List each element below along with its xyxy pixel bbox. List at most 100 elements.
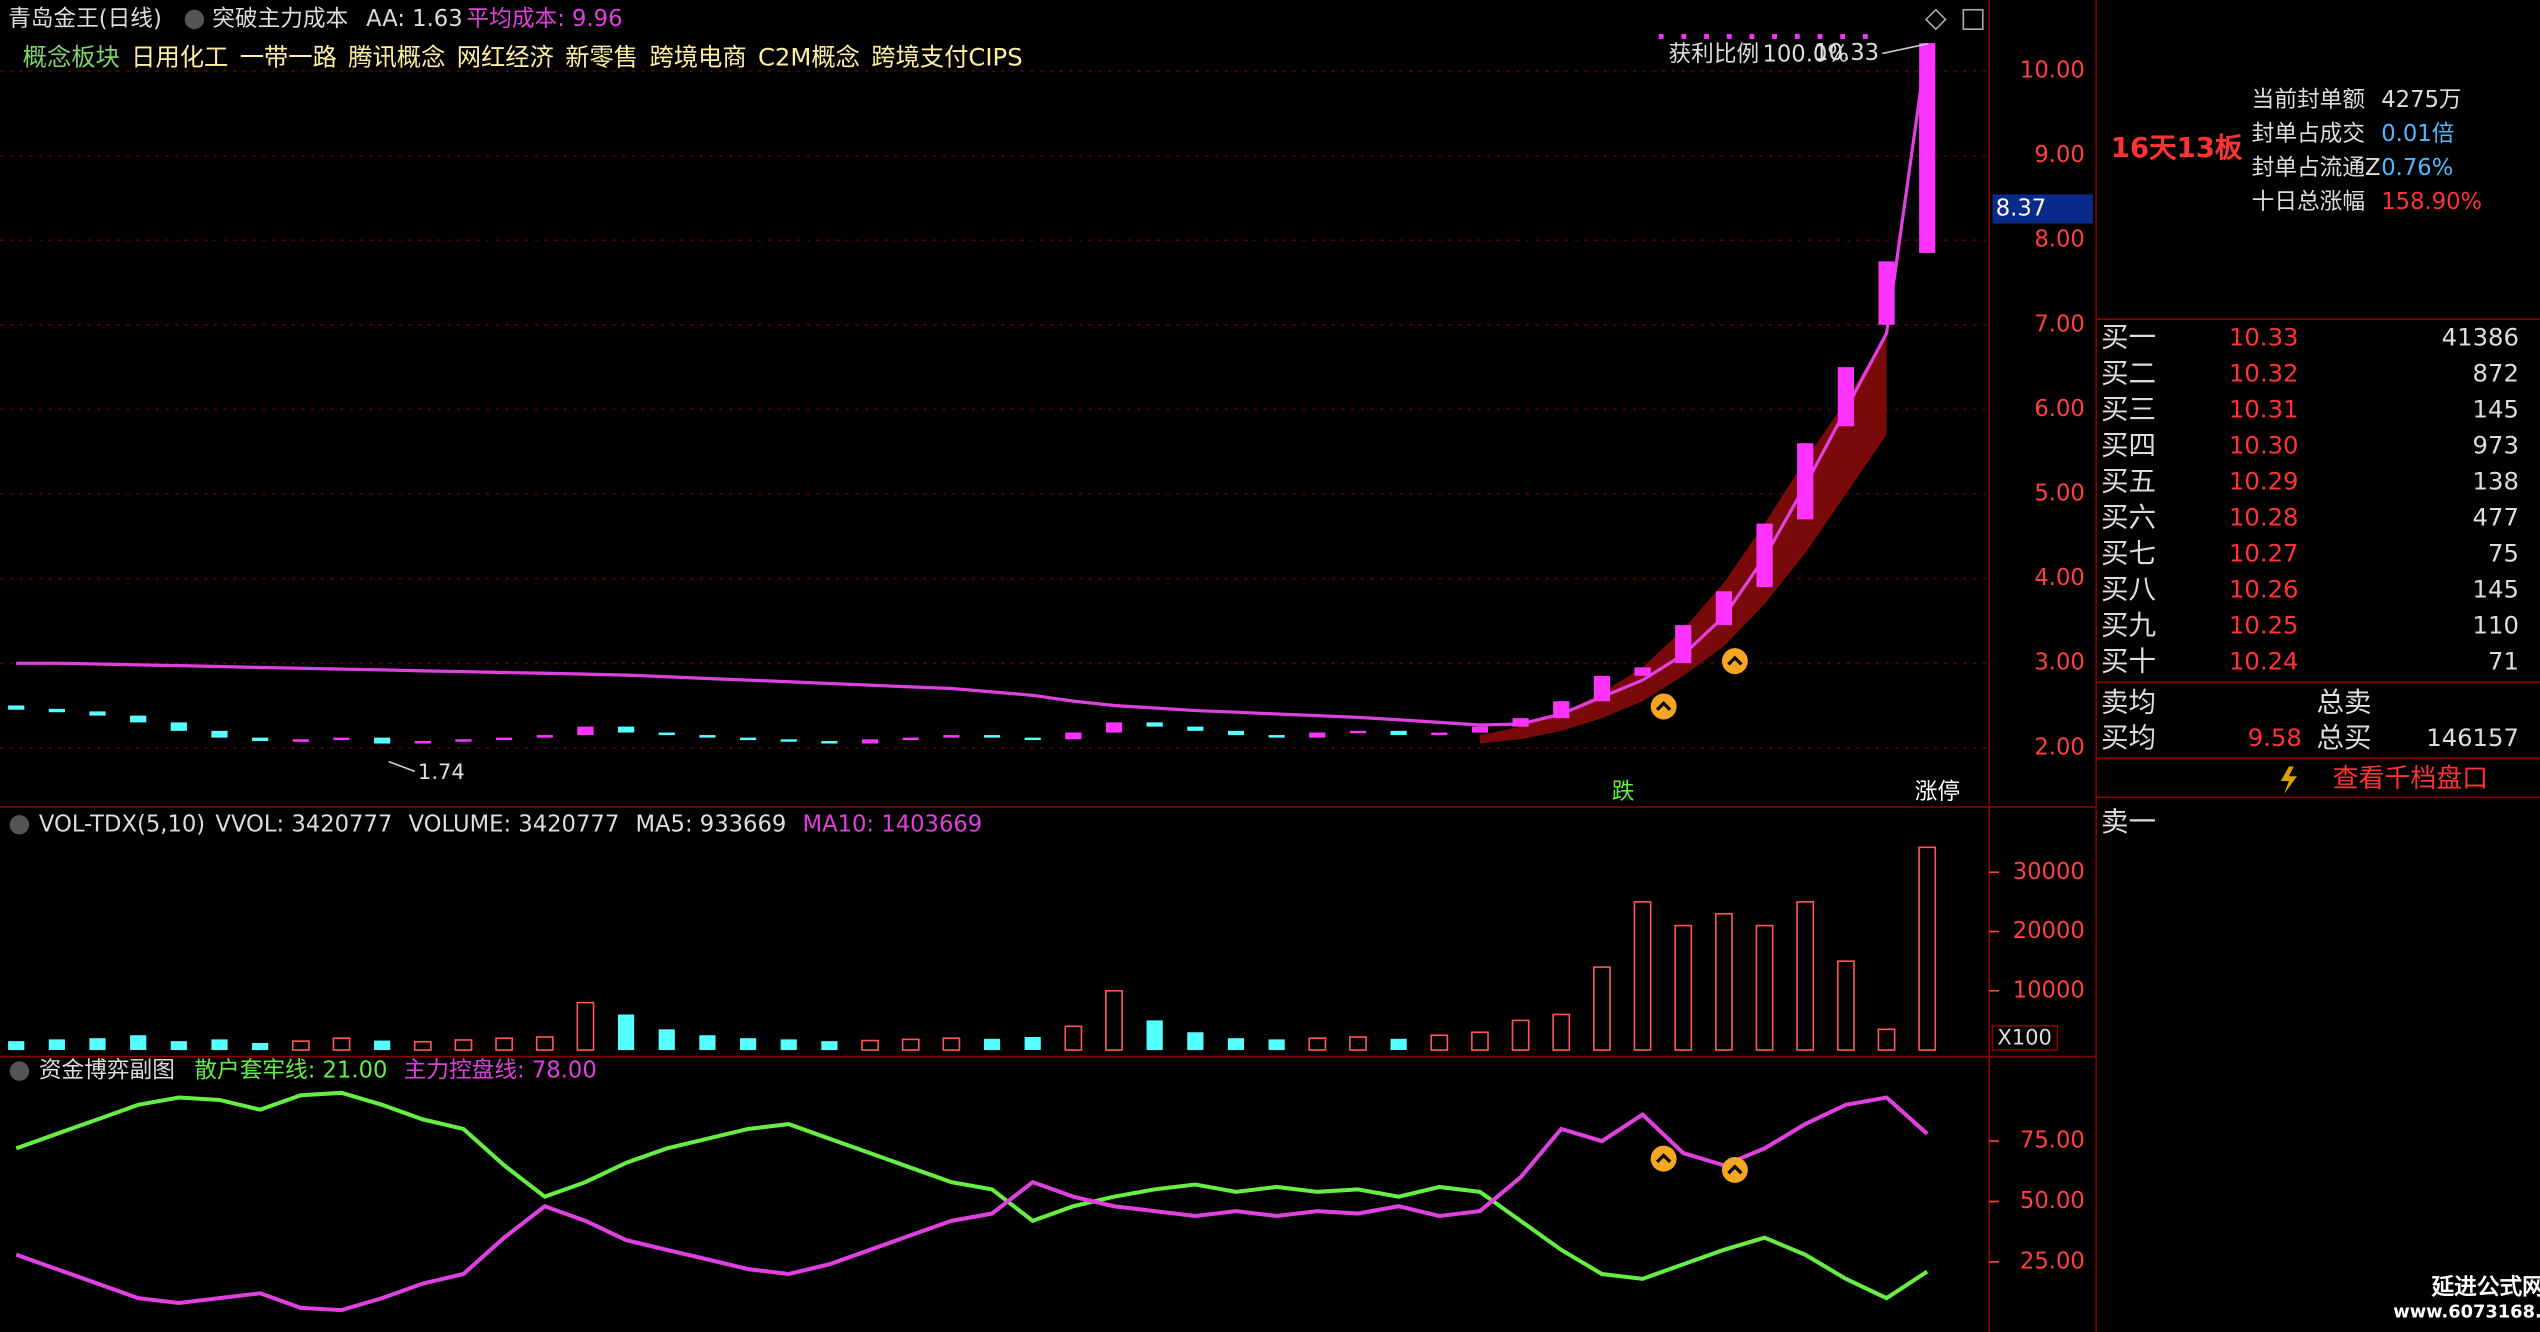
candle <box>1105 722 1123 733</box>
board-count: 16天13板 <box>2111 132 2243 164</box>
candle <box>536 735 553 738</box>
depth-link[interactable]: 查看千档盘口 <box>2333 764 2488 794</box>
candle <box>1309 732 1326 738</box>
volume-bar <box>1633 901 1652 1051</box>
diamond-icon[interactable] <box>1924 8 1947 31</box>
toggle-icon[interactable] <box>9 815 30 835</box>
concept-tag: 概念板块 <box>23 42 120 71</box>
indicator-name: 突破主力成本 <box>212 6 348 32</box>
bid-volume: 75 <box>2488 539 2519 568</box>
volume-bar <box>983 1038 1001 1051</box>
volume-bar <box>170 1041 187 1051</box>
volume-bar <box>901 1038 920 1051</box>
volume-bar <box>1105 989 1123 1051</box>
stat-value: 0.01倍 <box>2381 121 2454 147</box>
y-tick-label: 5.00 <box>2034 480 2084 506</box>
sell-total-label: 总卖 <box>2316 686 2371 718</box>
toggle-icon[interactable] <box>184 9 205 30</box>
volume-bar <box>1064 1025 1083 1051</box>
concept-tag: 网红经济 <box>457 42 554 71</box>
bid-price: 10.27 <box>2229 539 2299 568</box>
candle <box>252 737 269 741</box>
bid-volume: 110 <box>2473 610 2519 639</box>
dot <box>1840 34 1846 39</box>
y-tick-label: 4.00 <box>2034 565 2084 591</box>
watermark: 延进公式网 <box>2430 1275 2540 1301</box>
window-icon[interactable] <box>1962 8 1984 30</box>
volume-bar <box>617 1014 635 1051</box>
y-tick-label: 20000 <box>2013 918 2085 944</box>
signal-marker <box>1721 1156 1748 1183</box>
concept-tag: 日用化工 <box>131 42 228 71</box>
buy-total-value: 146157 <box>2426 723 2519 752</box>
y-tick-label: 10000 <box>2013 977 2085 1003</box>
legend-entry: 散户套牢线: 21.00 <box>194 1058 387 1084</box>
chevron <box>1656 700 1672 711</box>
annotation: 跌 <box>1612 779 1635 805</box>
candle <box>617 726 635 733</box>
bid-price: 10.32 <box>2229 359 2299 388</box>
candle <box>780 739 797 742</box>
bid-label: 买八 <box>2101 573 2156 605</box>
volume-bar <box>1146 1020 1163 1051</box>
candle <box>414 740 431 744</box>
bid-volume: 71 <box>2488 646 2519 675</box>
dot <box>1794 34 1800 39</box>
candle <box>943 735 960 738</box>
y-tick-label: 25.00 <box>2020 1248 2085 1274</box>
concept-tag: 一带一路 <box>240 42 337 71</box>
low-label: 1.74 <box>418 759 465 784</box>
current-price-box <box>1992 194 2093 224</box>
dot <box>1772 34 1778 39</box>
volume-bar <box>1430 1034 1449 1051</box>
ask-label: 卖一 <box>2101 806 2156 838</box>
bid-price: 10.30 <box>2229 431 2299 460</box>
bid-label: 买七 <box>2101 538 2156 570</box>
candle <box>1065 732 1082 740</box>
stat-label: 当前封单额 <box>2252 87 2366 113</box>
candle <box>1349 730 1367 734</box>
y-tick-label: 2.00 <box>2034 734 2084 760</box>
volume-bar <box>535 1036 554 1051</box>
pointer <box>1882 42 1928 55</box>
volume-bar <box>942 1037 961 1051</box>
y-tick-label: 6.00 <box>2034 396 2084 422</box>
panel-stat: MA10: 1403669 <box>803 811 983 837</box>
bid-price: 10.25 <box>2229 610 2299 639</box>
candle <box>861 739 879 744</box>
dot <box>1726 34 1732 39</box>
candle <box>699 735 716 738</box>
high-label: 10.33 <box>1814 40 1879 66</box>
buy-avg-value: 9.58 <box>2248 723 2302 752</box>
buy-total-label: 总买 <box>2316 722 2371 754</box>
candle <box>374 737 391 744</box>
sell-avg-label: 卖均 <box>2101 686 2156 718</box>
bid-price: 10.29 <box>2229 467 2299 496</box>
volume-bar <box>780 1039 797 1051</box>
bid-label: 买十 <box>2101 645 2156 677</box>
bid-price: 10.28 <box>2229 503 2299 532</box>
current-price: 8.37 <box>1996 195 2046 221</box>
signal-markers <box>1650 648 1748 1183</box>
bid-price: 10.24 <box>2229 646 2299 675</box>
volume-bar <box>1471 1031 1489 1051</box>
candle <box>1715 591 1732 626</box>
candle <box>1390 730 1407 736</box>
candle <box>1187 726 1204 731</box>
indicator-line <box>15 1090 1929 1301</box>
volume-bar <box>1390 1038 1407 1051</box>
candle <box>48 708 65 713</box>
toggle-icon[interactable] <box>9 1061 30 1081</box>
candle <box>1634 667 1651 676</box>
bid-label: 买三 <box>2101 394 2156 426</box>
dot <box>1681 34 1687 39</box>
volume-bar <box>211 1039 228 1051</box>
concept-tag: 新零售 <box>565 42 638 71</box>
indicator-line <box>15 1095 1929 1313</box>
dot <box>1749 34 1755 39</box>
candle <box>902 737 919 741</box>
candle <box>1919 43 1936 253</box>
